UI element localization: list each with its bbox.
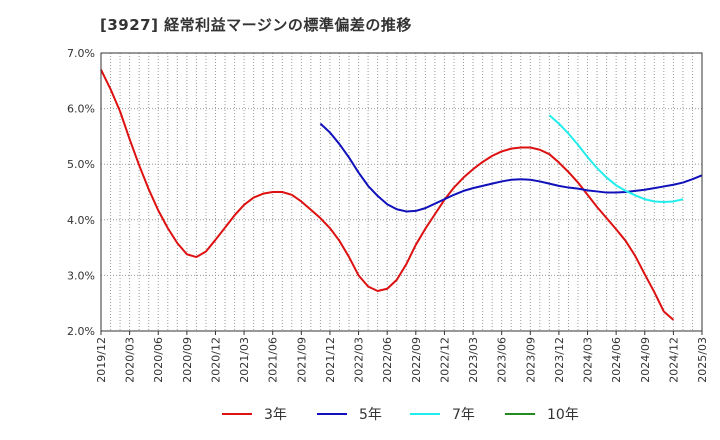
x-tick-label: 2022/12: [438, 337, 451, 383]
legend-label: 5年: [359, 407, 382, 423]
axes: 2.0% 3.0% 4.0% 5.0% 6.0% 7.0% 2019/12 2020/03 20…: [67, 47, 709, 383]
y-tick-label: 3.0%: [67, 269, 95, 282]
chart-title: [3927] 経常利益マージンの標準偏差の推移: [100, 16, 412, 34]
x-tick-label: 2022/06: [381, 337, 394, 383]
x-tick-label: 2024/09: [639, 337, 652, 383]
x-tick-label: 2020/09: [181, 337, 194, 383]
series-line: [319, 122, 703, 213]
legend-label: 7年: [452, 407, 475, 423]
legend-label: 3年: [264, 407, 287, 423]
x-tick-label: 2022/09: [410, 337, 423, 383]
legend-label: 10年: [547, 407, 579, 423]
x-tick-label: 2022/03: [353, 337, 366, 383]
x-tick-label: 2020/12: [209, 337, 222, 383]
y-tick-label: 5.0%: [67, 158, 95, 171]
x-tick-label: 2024/03: [582, 337, 595, 383]
legend: 3年 5年 7年 10年: [222, 407, 579, 423]
x-tick-label: 2021/03: [238, 337, 251, 383]
x-tick-label: 2021/12: [324, 337, 337, 383]
y-tick-label: 6.0%: [67, 103, 95, 116]
series-lines: [100, 69, 703, 321]
series-line: [548, 114, 684, 204]
x-tick-label: 2020/06: [152, 337, 165, 383]
y-tick-label: 4.0%: [67, 214, 95, 227]
x-tick-label: 2019/12: [95, 337, 108, 383]
x-tick-label: 2021/06: [267, 337, 280, 383]
x-tick-label: 2023/12: [553, 337, 566, 383]
x-tick-label: 2025/03: [696, 337, 709, 383]
y-tick-label: 7.0%: [67, 47, 95, 60]
x-tick-label: 2023/03: [467, 337, 480, 383]
x-tick-label: 2020/03: [124, 337, 137, 383]
x-tick-label: 2023/06: [496, 337, 509, 383]
y-tick-label: 2.0%: [67, 325, 95, 338]
series-line: [100, 69, 675, 321]
x-tick-label: 2024/06: [610, 337, 623, 383]
plot-frame: [100, 52, 703, 332]
x-tick-label: 2021/09: [295, 337, 308, 383]
x-tick-label: 2024/12: [667, 337, 680, 383]
x-tick-label: 2023/09: [524, 337, 537, 383]
